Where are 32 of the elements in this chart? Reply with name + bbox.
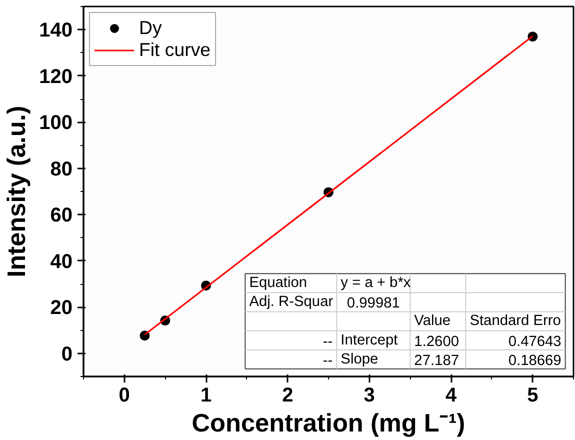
legend-label: Dy: [139, 17, 162, 39]
y-tick-label: 20: [50, 297, 73, 320]
x-tick-label: 1: [200, 384, 212, 406]
annotation: 0.47643: [508, 334, 562, 350]
y-tick-label: 0: [61, 343, 72, 366]
y-tick-label: 80: [50, 158, 73, 180]
y-tick-label: 140: [39, 20, 73, 42]
annotation: 27.187: [414, 352, 459, 369]
annotation: Value: [414, 313, 451, 330]
annotation: Adj. R-Squar: [249, 294, 334, 310]
annotation: Slope: [340, 351, 378, 368]
annotation: 0.18669: [508, 352, 562, 369]
y-axis-title: Intensity (a.u.): [3, 106, 32, 278]
annotation: --: [322, 334, 333, 350]
y-tick-label: 60: [50, 204, 73, 227]
annotation: 0.99981: [346, 296, 400, 312]
annotation: Standard Erro: [470, 313, 561, 330]
x-tick-label: 5: [527, 384, 538, 406]
y-tick-label: 120: [39, 66, 73, 88]
annotation: 1.2600: [414, 334, 459, 350]
x-tick-label: 0: [118, 384, 130, 406]
x-tick-label: 3: [364, 384, 375, 406]
x-tick-label: 2: [282, 384, 294, 406]
annotation: Equation: [249, 275, 308, 292]
annotation: --: [322, 352, 333, 369]
annotation: y = a + b*x: [340, 275, 412, 292]
y-tick-label: 100: [39, 112, 73, 134]
x-tick-label: 4: [445, 384, 458, 406]
annotation: Intercept: [340, 332, 398, 348]
y-tick-label: 40: [50, 250, 73, 273]
legend-label: Fit curve: [139, 39, 211, 61]
x-axis-title: Concentration (mg L⁻¹): [192, 410, 466, 438]
